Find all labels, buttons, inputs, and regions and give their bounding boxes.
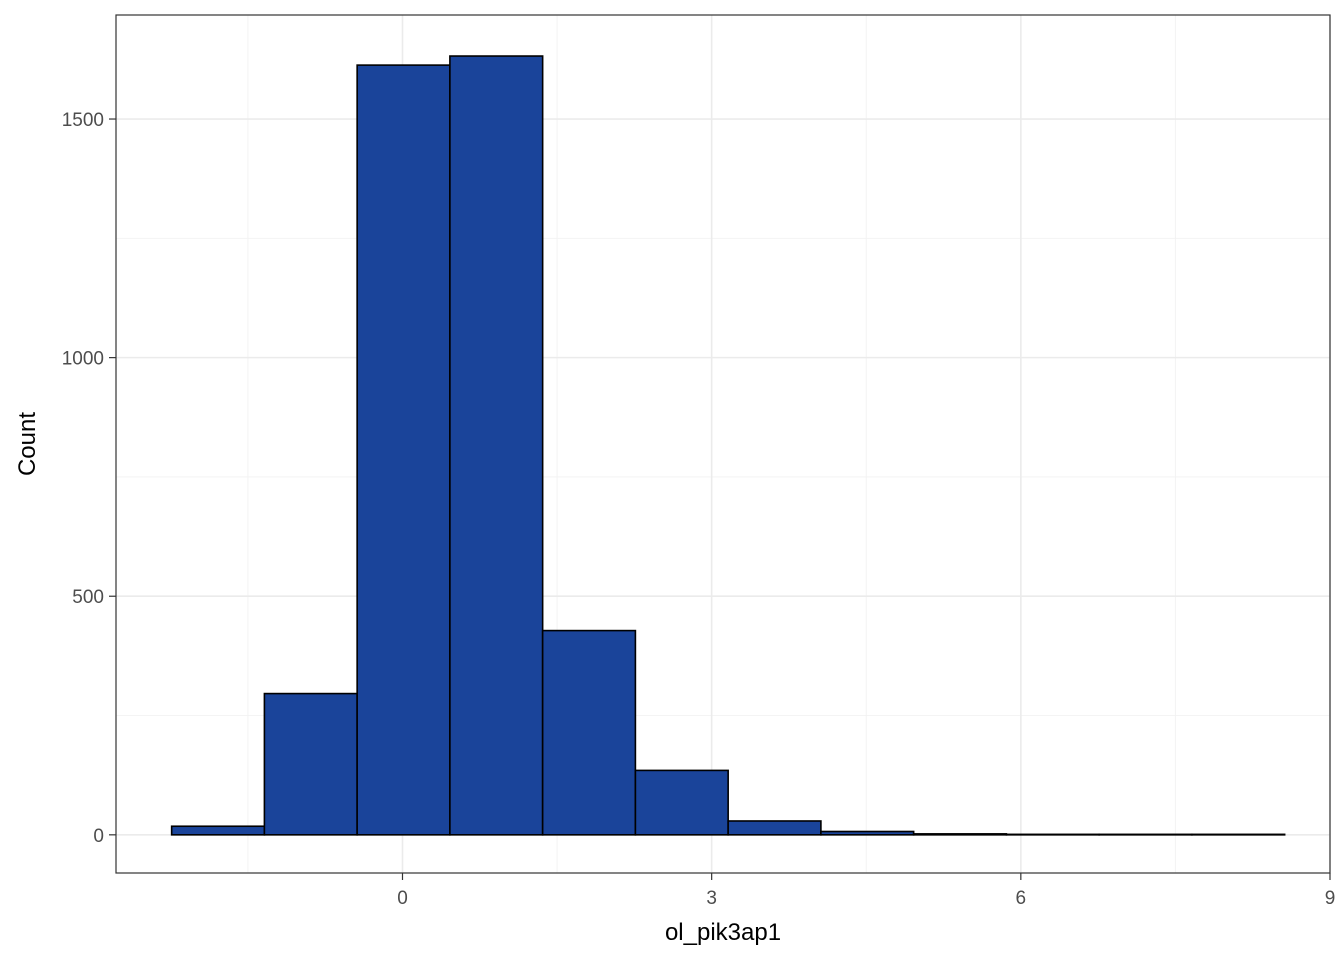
plot-panel-border xyxy=(115,14,1331,874)
histogram-bar-8 xyxy=(912,833,1008,836)
histogram-bar-5 xyxy=(634,769,729,836)
histogram-bar-7 xyxy=(820,830,915,836)
x-tick-label: 0 xyxy=(397,888,408,909)
y-tick-label: 1000 xyxy=(62,349,104,370)
histogram-bar-2 xyxy=(356,64,451,836)
y-tick-label: 0 xyxy=(93,826,104,847)
y-axis-title: Count xyxy=(14,412,41,476)
y-axis-ticks: 0 500 1000 1500 xyxy=(62,110,116,847)
y-tick-label: 1500 xyxy=(62,110,104,131)
x-tick-label: 3 xyxy=(706,888,717,909)
x-tick-label: 6 xyxy=(1016,888,1027,909)
histogram-bar-0 xyxy=(170,825,266,836)
histogram-bar-4 xyxy=(541,629,637,836)
x-axis-ticks: 0 3 6 9 xyxy=(397,873,1335,909)
histogram-bar-3 xyxy=(449,55,544,836)
histogram-bar-6 xyxy=(727,820,822,836)
x-axis-title: ol_pik3ap1 xyxy=(665,919,781,946)
histogram-bar-1 xyxy=(263,692,358,836)
histogram-bars xyxy=(170,55,1286,836)
y-tick-label: 500 xyxy=(72,587,104,608)
x-tick-label: 9 xyxy=(1325,888,1336,909)
